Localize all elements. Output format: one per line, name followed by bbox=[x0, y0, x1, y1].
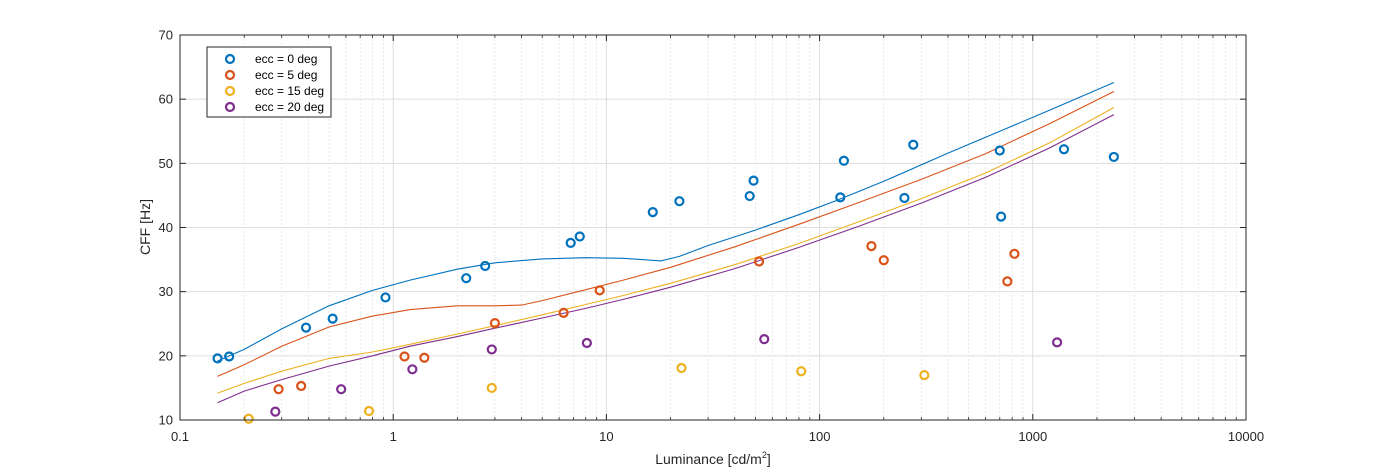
data-point-series-1 bbox=[866, 241, 877, 252]
fit-curves bbox=[217, 81, 1115, 404]
x-tick-label: 0.1 bbox=[171, 429, 189, 444]
data-points bbox=[212, 139, 1119, 424]
y-tick-label: 60 bbox=[159, 92, 173, 107]
data-point-series-1 bbox=[1009, 248, 1020, 259]
x-tick-label: 100 bbox=[809, 429, 831, 444]
data-point-series-0 bbox=[212, 353, 223, 364]
data-point-series-2 bbox=[243, 413, 254, 424]
data-point-series-1 bbox=[1002, 276, 1013, 287]
legend-label: ecc = 0 deg bbox=[255, 52, 317, 66]
data-point-series-2 bbox=[796, 366, 807, 377]
data-point-series-0 bbox=[565, 237, 576, 248]
data-point-series-0 bbox=[744, 190, 755, 202]
data-point-series-0 bbox=[300, 322, 312, 333]
data-point-series-3 bbox=[486, 344, 497, 355]
data-point-series-3 bbox=[407, 364, 418, 375]
ticks bbox=[179, 34, 1247, 421]
data-point-series-3 bbox=[581, 337, 592, 349]
legend-label: ecc = 15 deg bbox=[255, 84, 324, 98]
data-point-series-0 bbox=[574, 231, 585, 242]
legend-marker bbox=[224, 69, 236, 81]
legend-marker bbox=[224, 53, 236, 65]
fit-curve-series-3 bbox=[217, 114, 1115, 404]
data-point-series-2 bbox=[486, 382, 497, 394]
data-point-series-2 bbox=[676, 362, 687, 374]
data-point-series-2 bbox=[363, 405, 375, 417]
fit-curve-series-0 bbox=[217, 81, 1115, 362]
legend-marker bbox=[224, 85, 236, 97]
data-point-series-3 bbox=[336, 384, 347, 395]
data-point-series-1 bbox=[489, 318, 501, 329]
data-point-series-0 bbox=[835, 192, 846, 203]
y-tick-label: 10 bbox=[159, 413, 173, 428]
data-point-series-1 bbox=[753, 256, 765, 267]
data-point-series-1 bbox=[419, 352, 430, 363]
data-point-series-1 bbox=[558, 307, 569, 318]
data-point-series-0 bbox=[647, 207, 658, 218]
x-axis-label: Luminance [cd/m2] bbox=[655, 450, 771, 467]
x-tick-label: 1 bbox=[390, 429, 397, 444]
y-tick-label: 20 bbox=[159, 348, 173, 363]
data-point-series-0 bbox=[899, 192, 910, 204]
data-point-series-0 bbox=[327, 313, 338, 324]
data-point-series-0 bbox=[908, 139, 919, 150]
data-point-series-0 bbox=[838, 155, 849, 166]
data-point-series-0 bbox=[461, 273, 472, 284]
fit-curve-series-1 bbox=[217, 91, 1115, 377]
fit-curve-series-2 bbox=[217, 107, 1115, 394]
data-point-series-0 bbox=[674, 196, 685, 207]
data-point-series-0 bbox=[224, 351, 235, 362]
y-tick-labels: 10 20 30 40 50 60 70 bbox=[159, 28, 173, 428]
y-tick-label: 70 bbox=[159, 28, 173, 43]
data-point-series-0 bbox=[994, 145, 1005, 156]
y-tick-label: 30 bbox=[159, 284, 173, 299]
data-point-series-0 bbox=[480, 260, 491, 272]
data-point-series-3 bbox=[759, 334, 770, 345]
y-axis-label: CFF [Hz] bbox=[137, 199, 153, 255]
legend-label: ecc = 5 deg bbox=[255, 68, 317, 82]
data-point-series-0 bbox=[748, 175, 759, 186]
x-tick-label: 1000 bbox=[1018, 429, 1047, 444]
data-point-series-0 bbox=[1108, 151, 1119, 163]
legend-box bbox=[206, 46, 332, 118]
data-point-series-1 bbox=[594, 285, 605, 296]
data-point-series-3 bbox=[1051, 337, 1063, 348]
x-tick-labels: 0.1 1 10 100 1000 10000 bbox=[171, 429, 1264, 444]
x-tick-label: 10 bbox=[599, 429, 613, 444]
legend-label: ecc = 20 deg bbox=[255, 100, 324, 114]
y-tick-label: 50 bbox=[159, 156, 173, 171]
data-point-series-1 bbox=[296, 380, 307, 392]
data-point-series-1 bbox=[273, 384, 284, 395]
data-point-series-1 bbox=[878, 255, 889, 266]
data-point-series-0 bbox=[995, 211, 1007, 222]
data-point-series-1 bbox=[399, 351, 410, 362]
data-point-series-0 bbox=[1058, 144, 1070, 155]
y-tick-label: 40 bbox=[159, 220, 173, 235]
data-point-series-0 bbox=[380, 292, 391, 303]
legend-marker bbox=[224, 101, 236, 113]
legend: ecc = 0 deg ecc = 5 deg ecc = 15 deg ecc = … bbox=[206, 46, 332, 118]
data-point-series-3 bbox=[270, 406, 281, 417]
x-tick-label: 10000 bbox=[1228, 429, 1264, 444]
data-point-series-2 bbox=[919, 369, 930, 381]
